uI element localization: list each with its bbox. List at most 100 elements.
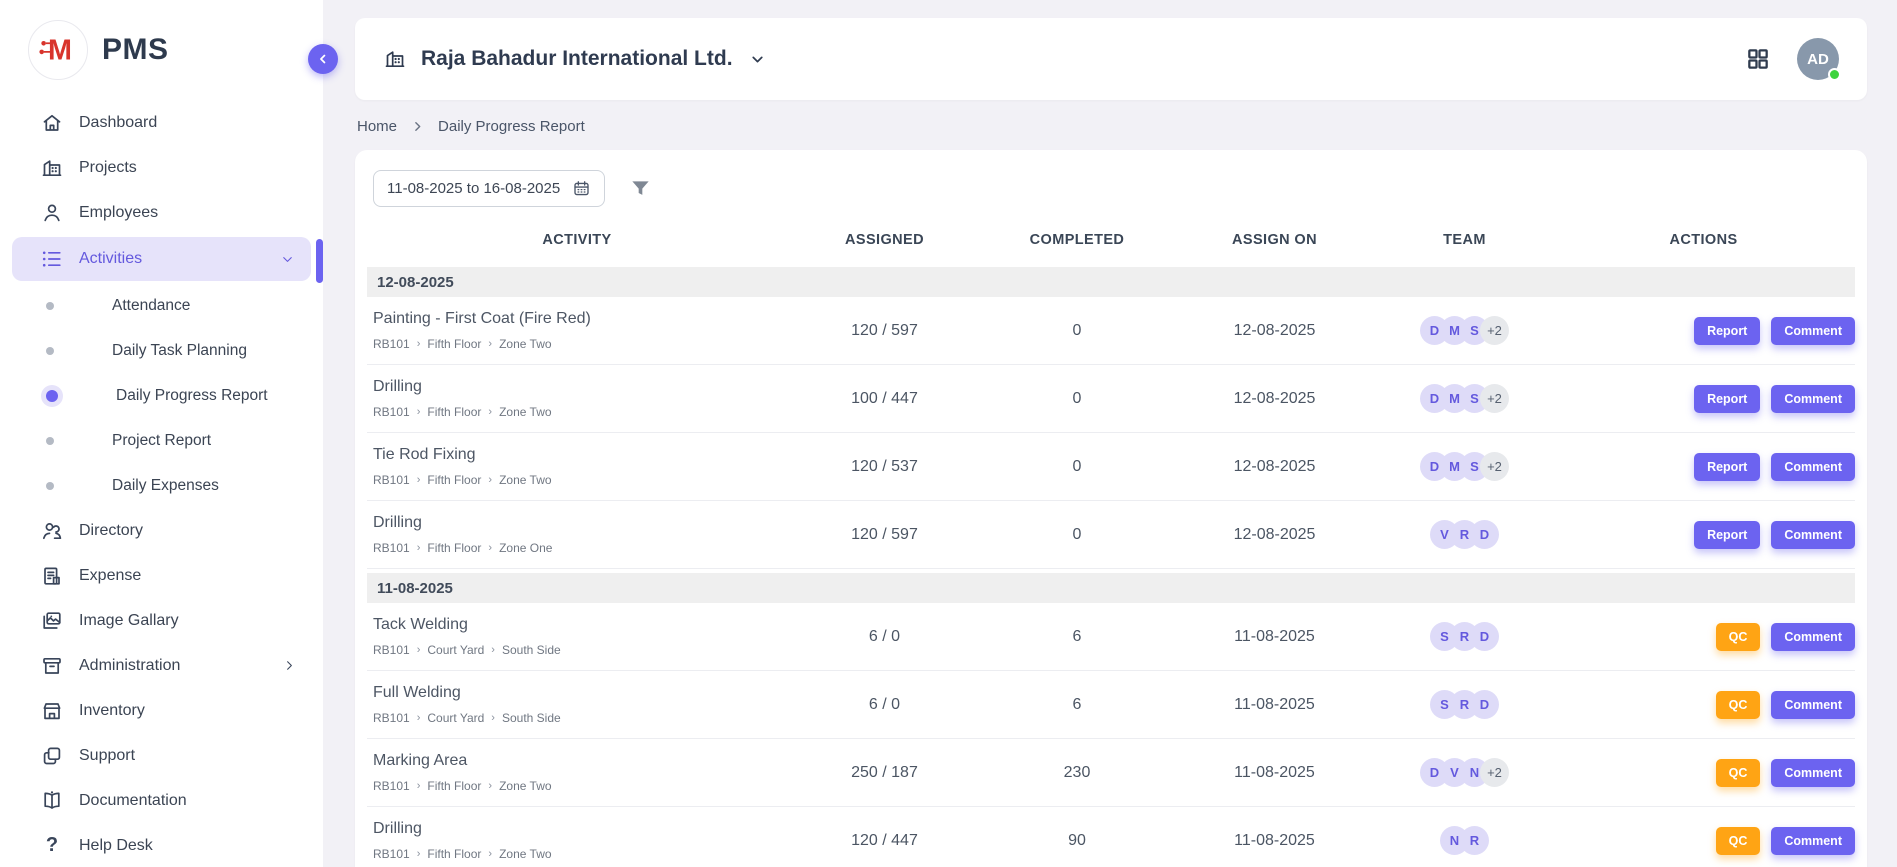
sidebar-item-activities[interactable]: Activities <box>12 237 311 281</box>
sidebar-subitem-project-report[interactable]: Project Report <box>0 418 323 463</box>
comment-button[interactable]: Comment <box>1771 623 1855 651</box>
archive-icon <box>40 654 64 678</box>
sidebar-item-dashboard[interactable]: Dashboard <box>0 100 323 145</box>
location-segment: RB101 <box>373 473 410 487</box>
column-header-assign-on: Assign On <box>1172 232 1377 248</box>
team-member-avatar[interactable]: D <box>1470 520 1499 549</box>
comment-button[interactable]: Comment <box>1771 317 1855 345</box>
sidebar-item-help-desk[interactable]: ?Help Desk <box>0 823 323 867</box>
sidebar-item-administration[interactable]: Administration <box>0 643 323 688</box>
store-icon <box>40 699 64 723</box>
team-overflow-badge[interactable]: +2 <box>1480 758 1509 787</box>
location-segment: Fifth Floor <box>427 337 481 351</box>
table-body: 12-08-2025Painting - First Coat (Fire Re… <box>367 267 1855 867</box>
activity-location-path: RB101›Fifth Floor›Zone Two <box>373 779 787 793</box>
sidebar-item-projects[interactable]: Projects <box>0 145 323 190</box>
breadcrumb-home[interactable]: Home <box>357 118 397 135</box>
team-member-avatar[interactable]: D <box>1470 622 1499 651</box>
report-button[interactable]: Report <box>1694 453 1760 481</box>
sidebar-item-support[interactable]: Support <box>0 733 323 778</box>
location-segment: Fifth Floor <box>427 405 481 419</box>
activity-title: Drilling <box>373 820 787 838</box>
team-overflow-badge[interactable]: +2 <box>1480 384 1509 413</box>
apps-grid-icon[interactable] <box>1745 46 1771 72</box>
table-row: DrillingRB101›Fifth Floor›Zone Two120 / … <box>367 807 1855 867</box>
sidebar-collapse-button[interactable] <box>308 44 338 74</box>
location-segment: Zone Two <box>499 847 551 861</box>
team-member-avatar[interactable]: R <box>1460 826 1489 855</box>
date-range-input[interactable]: 11-08-2025 to 16-08-2025 <box>373 170 605 207</box>
home-icon <box>40 111 64 135</box>
sidebar-item-image-gallary[interactable]: Image Gallary <box>0 598 323 643</box>
qc-button[interactable]: QC <box>1716 759 1761 787</box>
column-header-actions: Actions <box>1552 232 1855 248</box>
team-avatars: DVN+2 <box>1377 758 1552 787</box>
bullet-dot-icon <box>46 390 58 402</box>
report-button[interactable]: Report <box>1694 521 1760 549</box>
sidebar-item-inventory[interactable]: Inventory <box>0 688 323 733</box>
comment-button[interactable]: Comment <box>1771 827 1855 855</box>
location-segment: Fifth Floor <box>427 847 481 861</box>
sidebar-item-label: Employees <box>79 204 323 222</box>
location-segment: Court Yard <box>427 643 484 657</box>
sidebar-item-employees[interactable]: Employees <box>0 190 323 235</box>
assign-on-date: 12-08-2025 <box>1172 322 1377 340</box>
chevron-right-icon <box>411 120 424 133</box>
table-row: Painting - First Coat (Fire Red)RB101›Fi… <box>367 297 1855 365</box>
team-overflow-badge[interactable]: +2 <box>1480 316 1509 345</box>
comment-button[interactable]: Comment <box>1771 691 1855 719</box>
user-initials: AD <box>1807 51 1829 68</box>
location-segment: Zone Two <box>499 405 551 419</box>
comment-button[interactable]: Comment <box>1771 385 1855 413</box>
qc-button[interactable]: QC <box>1716 623 1761 651</box>
company-building-icon <box>383 47 407 71</box>
filter-row: 11-08-2025 to 16-08-2025 <box>373 170 1855 207</box>
bullet-dot-icon <box>46 437 54 445</box>
activity-location-path: RB101›Fifth Floor›Zone Two <box>373 473 787 487</box>
assigned-value: 250 / 187 <box>787 764 982 782</box>
book-icon <box>40 789 64 813</box>
chevron-right-icon: › <box>417 474 421 486</box>
qc-button[interactable]: QC <box>1716 827 1761 855</box>
breadcrumb-current: Daily Progress Report <box>438 118 585 135</box>
chevron-right-icon: › <box>417 848 421 860</box>
sidebar-nav: DashboardProjects Employees ActivitiesAtte… <box>0 94 323 867</box>
sidebar-item-label: Administration <box>79 657 267 675</box>
date-range-value: 11-08-2025 to 16-08-2025 <box>387 180 560 197</box>
chevron-right-icon: › <box>488 848 492 860</box>
comment-button[interactable]: Comment <box>1771 453 1855 481</box>
table-row: Tack WeldingRB101›Court Yard›South Side6… <box>367 603 1855 671</box>
sidebar-item-documentation[interactable]: Documentation <box>0 778 323 823</box>
logo-mark-icon: M <box>28 20 88 80</box>
sidebar-item-directory[interactable]: Directory <box>0 508 323 553</box>
row-actions: QC Comment <box>1552 759 1855 787</box>
team-overflow-badge[interactable]: +2 <box>1480 452 1509 481</box>
completed-value: 0 <box>982 458 1172 476</box>
bullet-dot-icon <box>46 482 54 490</box>
comment-button[interactable]: Comment <box>1771 521 1855 549</box>
sidebar-item-expense[interactable]: Expense <box>0 553 323 598</box>
report-button[interactable]: Report <box>1694 317 1760 345</box>
bullet-dot-icon <box>46 302 54 310</box>
sidebar-subitem-daily-expenses[interactable]: Daily Expenses <box>0 463 323 508</box>
comment-button[interactable]: Comment <box>1771 759 1855 787</box>
chevron-right-icon: › <box>491 712 495 724</box>
user-avatar[interactable]: AD <box>1797 38 1839 80</box>
sidebar-subitem-attendance[interactable]: Attendance <box>0 283 323 328</box>
completed-value: 0 <box>982 322 1172 340</box>
company-selector[interactable]: Raja Bahadur International Ltd. <box>383 47 766 71</box>
assigned-value: 6 / 0 <box>787 696 982 714</box>
chevron-right-icon: › <box>417 644 421 656</box>
sidebar-subitem-daily-progress-report[interactable]: Daily Progress Report <box>0 373 323 418</box>
qc-button[interactable]: QC <box>1716 691 1761 719</box>
sidebar-subitem-daily-task-planning[interactable]: Daily Task Planning <box>0 328 323 373</box>
team-member-avatar[interactable]: D <box>1470 690 1499 719</box>
activity-title: Drilling <box>373 514 787 532</box>
filter-funnel-icon[interactable] <box>629 177 652 200</box>
group-date-header: 11-08-2025 <box>367 573 1855 603</box>
report-button[interactable]: Report <box>1694 385 1760 413</box>
location-segment: RB101 <box>373 405 410 419</box>
table-header-row: ActivityAssignedCompletedAssign OnTeamAc… <box>367 217 1855 263</box>
chevron-right-icon: › <box>417 712 421 724</box>
chevron-right-icon: › <box>417 338 421 350</box>
